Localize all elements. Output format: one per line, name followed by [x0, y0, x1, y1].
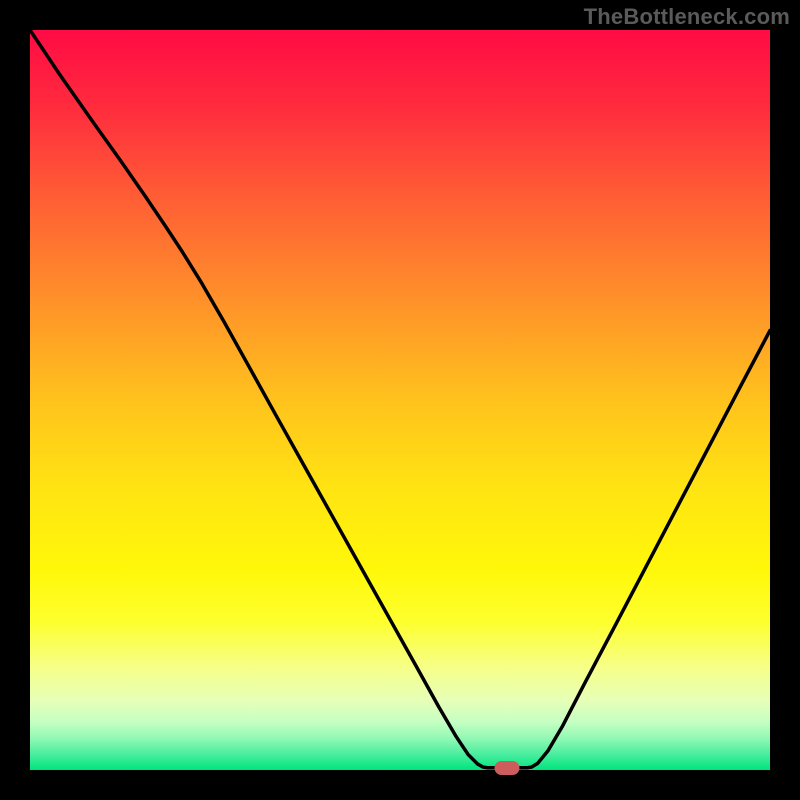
optimum-marker	[495, 761, 520, 775]
chart-plot-area	[30, 30, 770, 770]
bottleneck-curve	[30, 30, 770, 770]
watermark-text: TheBottleneck.com	[584, 4, 790, 30]
